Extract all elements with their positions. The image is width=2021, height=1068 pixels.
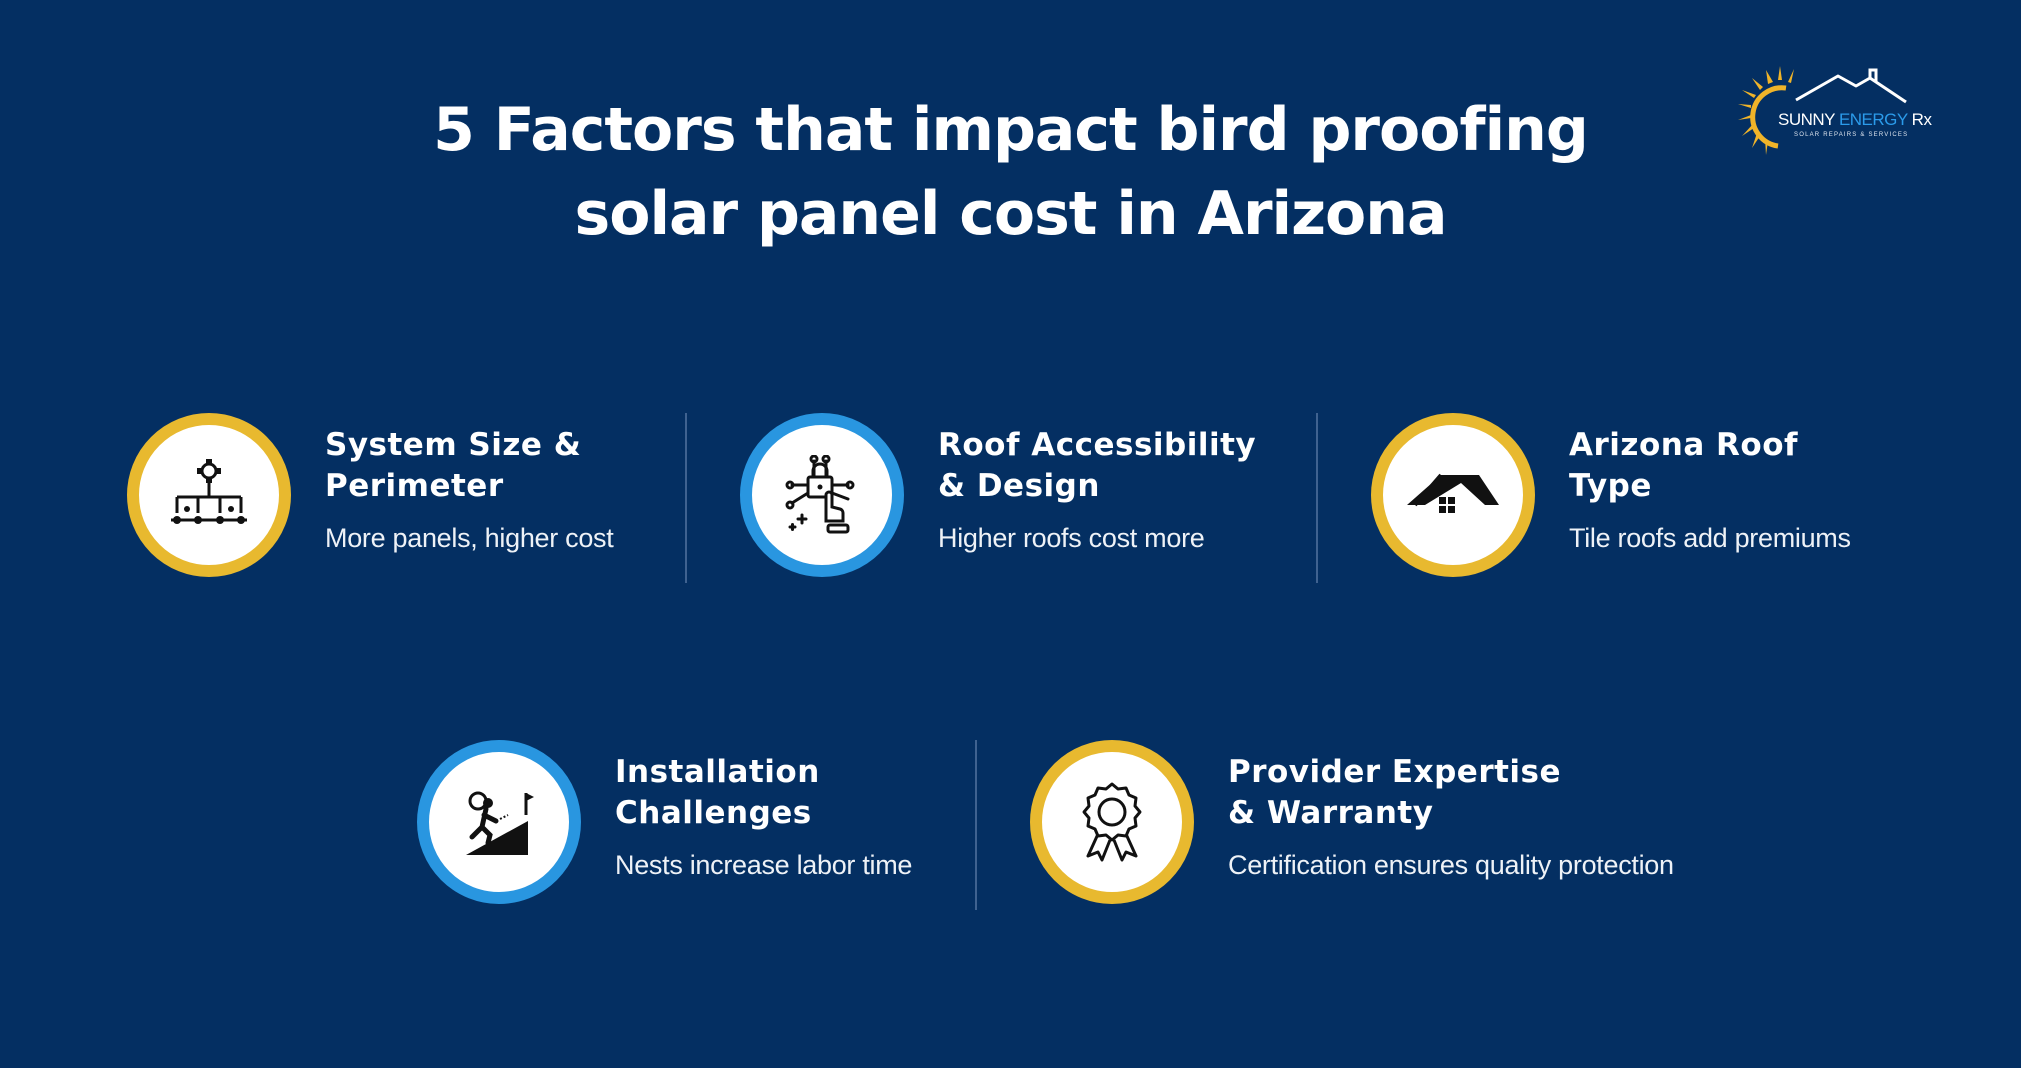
factor-icon-ring bbox=[740, 413, 904, 577]
logo-word-rx: Rx bbox=[1911, 110, 1932, 129]
factor-title-line1: Installation bbox=[615, 754, 820, 790]
logo-word-energy: ENERGY bbox=[1838, 110, 1908, 129]
factor-description: Nests increase labor time bbox=[615, 850, 913, 880]
logo-tagline: SOLAR REPAIRS & SERVICES bbox=[1794, 132, 1909, 138]
factor-title: System Size & Perimeter bbox=[325, 425, 581, 507]
factor-description: More panels, higher cost bbox=[325, 523, 614, 553]
factor-icon-ring bbox=[1371, 413, 1535, 577]
factor-title-line1: Roof Accessibility bbox=[938, 427, 1257, 463]
title-line-2: solar panel cost in Arizona bbox=[574, 179, 1448, 249]
page-title: 5 Factors that impact bird proofing sola… bbox=[0, 88, 2021, 256]
factor-system-size: System Size & Perimeter More panels, hig… bbox=[127, 413, 687, 583]
logo-word-sunny: SUNNY bbox=[1778, 110, 1835, 129]
factor-title-line2: Challenges bbox=[615, 795, 812, 831]
award-badge-icon bbox=[1082, 782, 1142, 862]
factor-roof-accessibility: Roof Accessibility & Design Higher roofs… bbox=[740, 413, 1300, 583]
factor-title: Arizona Roof Type bbox=[1569, 425, 1798, 507]
factor-arizona-roof: Arizona Roof Type Tile roofs add premium… bbox=[1371, 413, 1931, 583]
factor-description: Tile roofs add premiums bbox=[1569, 523, 1851, 553]
factor-description: Certification ensures quality protection bbox=[1228, 850, 1674, 880]
touch-circuit-lock-icon bbox=[785, 455, 855, 534]
factor-icon-ring bbox=[1030, 740, 1194, 904]
title-line-1: 5 Factors that impact bird proofing bbox=[433, 95, 1589, 165]
factor-title: Roof Accessibility & Design bbox=[938, 425, 1256, 507]
factor-title-line2: & Warranty bbox=[1228, 795, 1434, 831]
divider bbox=[1316, 413, 1318, 583]
sun-house-logo-icon bbox=[1738, 66, 1907, 155]
factor-title-line2: Type bbox=[1569, 468, 1652, 504]
factor-provider-expertise: Provider Expertise & Warranty Certificat… bbox=[1030, 740, 1710, 910]
climbing-worker-icon bbox=[466, 791, 534, 855]
factor-title-line2: Perimeter bbox=[325, 468, 504, 504]
factor-title: Installation Challenges bbox=[615, 752, 820, 834]
divider bbox=[685, 413, 687, 583]
factor-icon-ring bbox=[127, 413, 291, 577]
network-gear-icon bbox=[171, 459, 247, 524]
divider bbox=[975, 740, 977, 910]
factor-icon-ring bbox=[417, 740, 581, 904]
factor-title-line1: Arizona Roof bbox=[1569, 427, 1798, 463]
logo-wordmark: SUNNY ENERGY Rx bbox=[1778, 110, 1932, 130]
factor-description: Higher roofs cost more bbox=[938, 523, 1205, 553]
factor-title: Provider Expertise & Warranty bbox=[1228, 752, 1561, 834]
factor-title-line1: System Size & bbox=[325, 427, 582, 463]
factor-installation-challenges: Installation Challenges Nests increase l… bbox=[417, 740, 977, 910]
company-logo: SUNNY ENERGY Rx SOLAR REPAIRS & SERVICES bbox=[1738, 58, 1938, 158]
factor-title-line1: Provider Expertise bbox=[1228, 754, 1562, 790]
factor-title-line2: & Design bbox=[938, 468, 1100, 504]
house-roof-icon bbox=[1407, 473, 1499, 513]
